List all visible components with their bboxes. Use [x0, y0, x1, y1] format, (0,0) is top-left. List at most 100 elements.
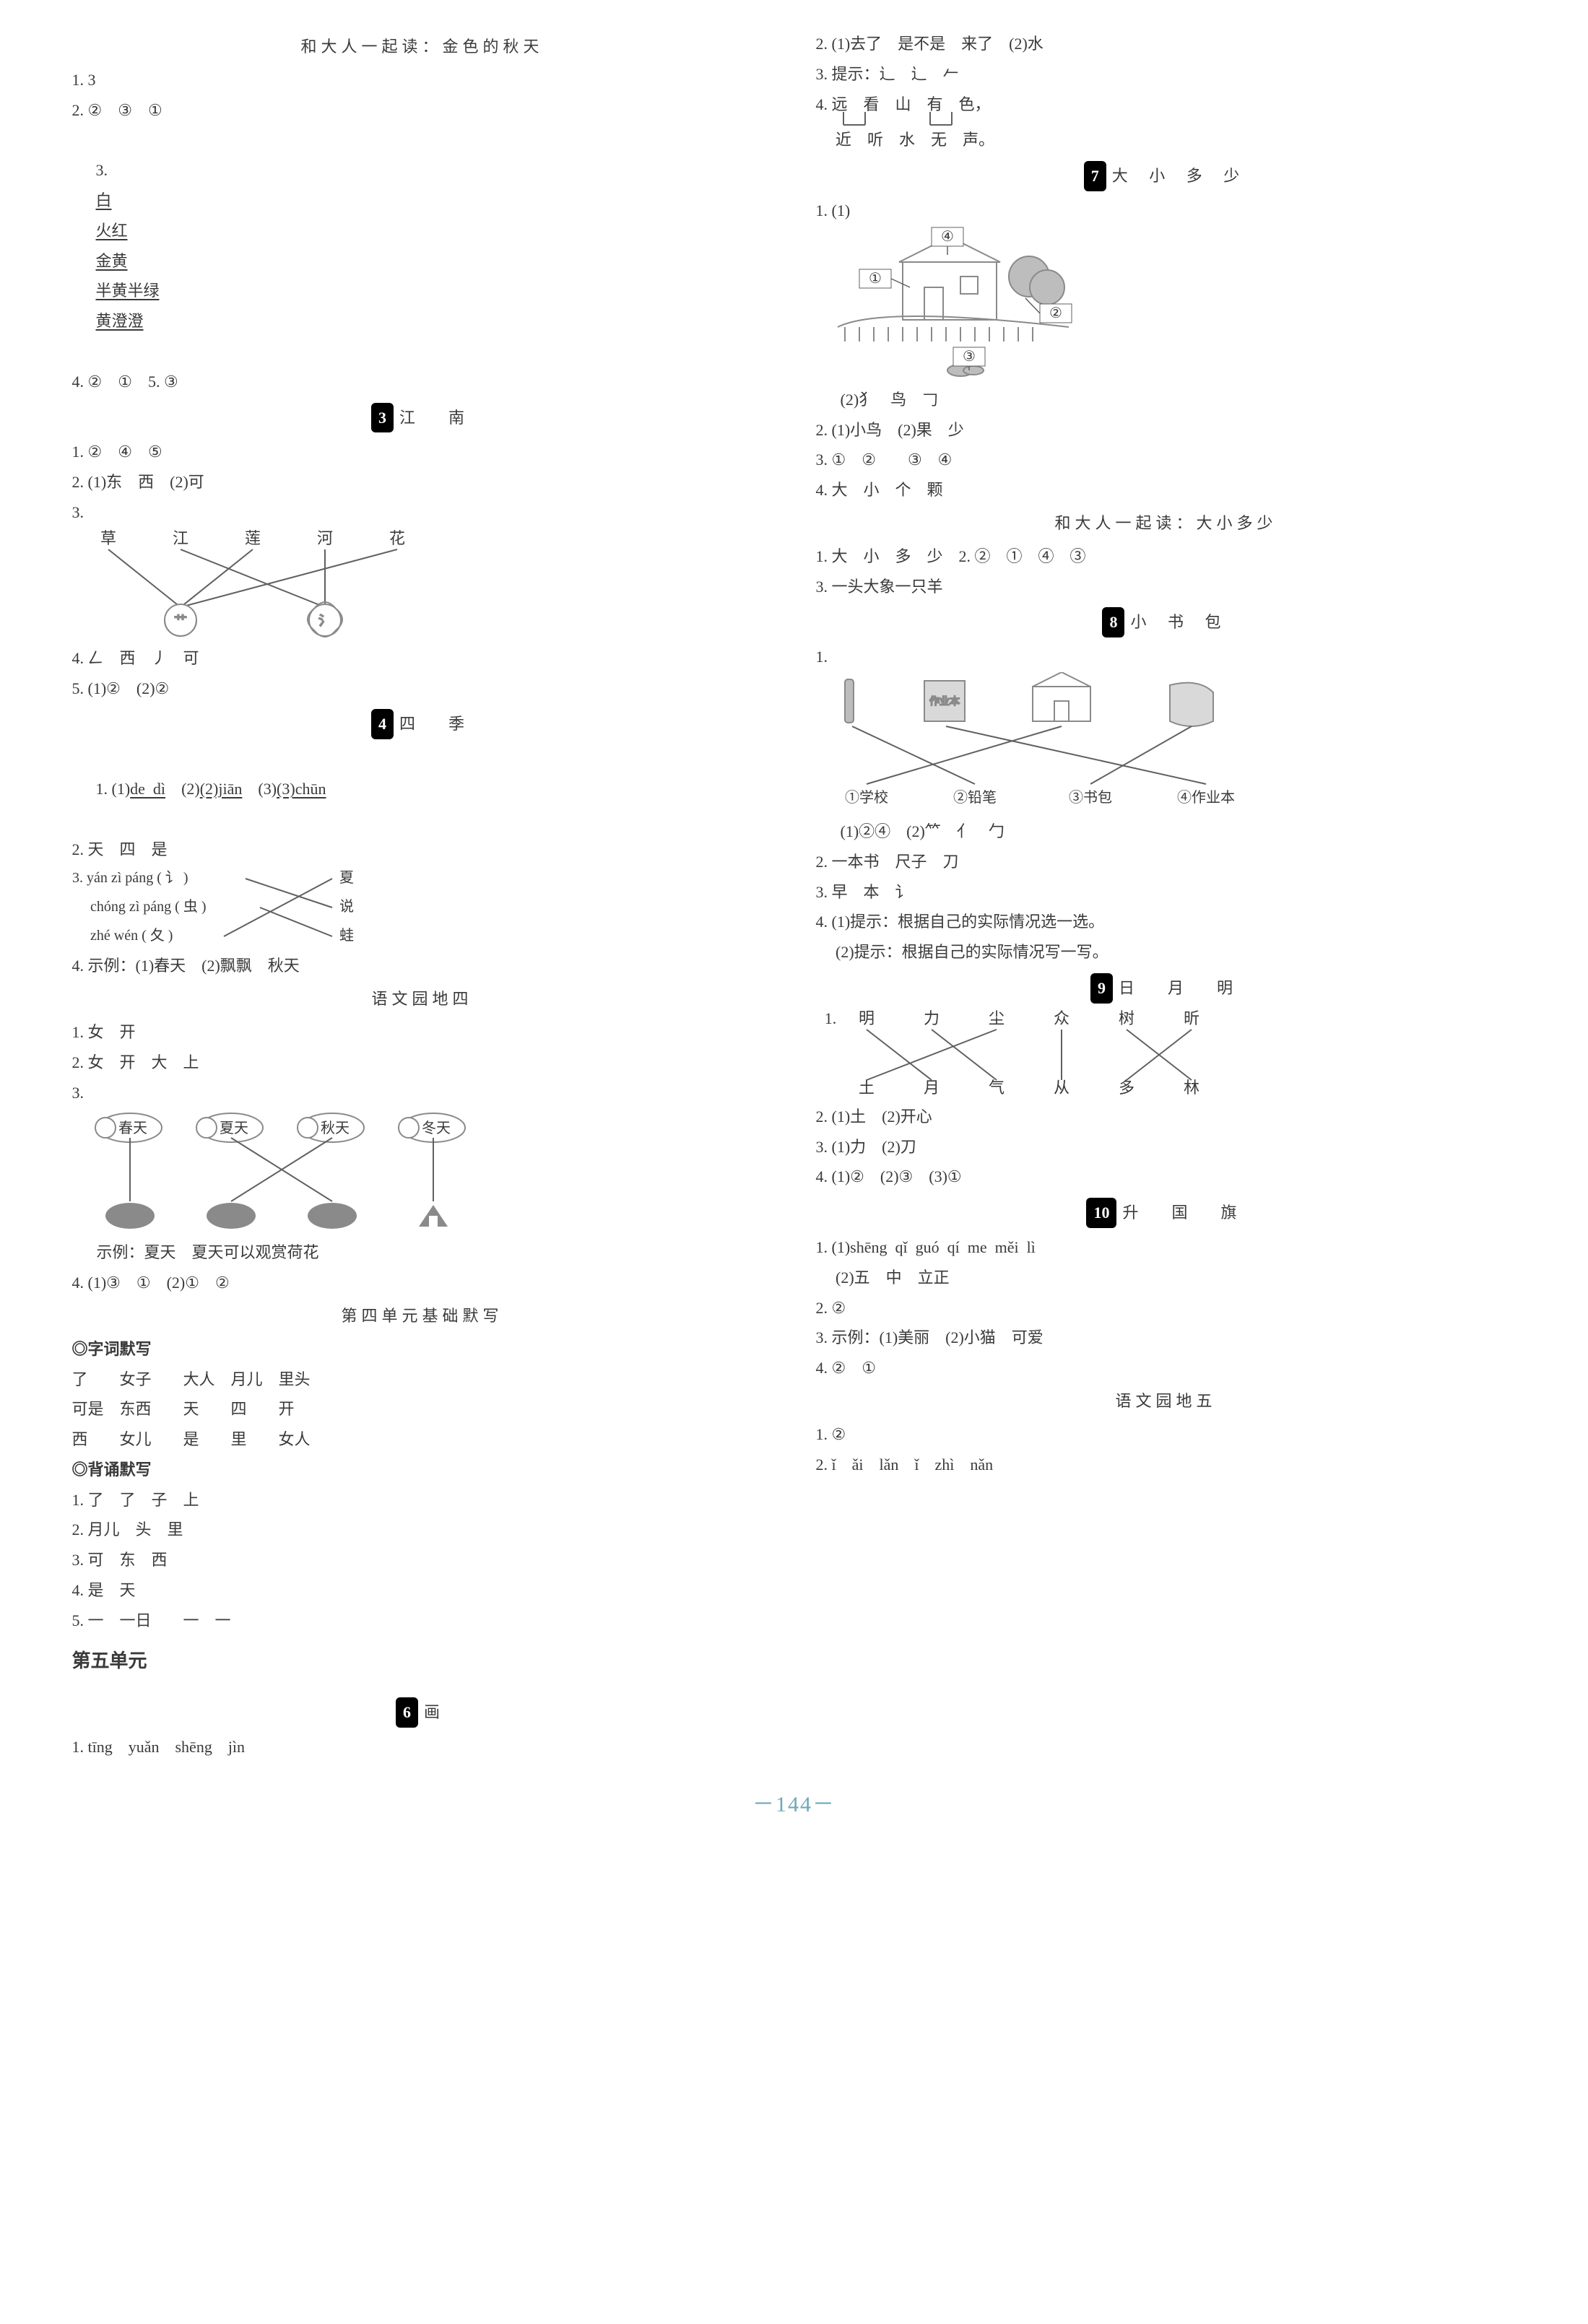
svg-text:从: 从 [1053, 1079, 1069, 1097]
poem-line: 近 听 水 无 声。 [816, 125, 1517, 155]
answer-line: 4. (1)提示：根据自己的实际情况选一选。 [816, 907, 1517, 937]
answer-line: 2. 天 四 是 [72, 835, 773, 865]
svg-text:①学校: ①学校 [845, 789, 888, 806]
seasons-match-diagram: 3. 春天 夏天 秋天 冬天 [72, 1078, 773, 1268]
svg-text:氵: 氵 [318, 614, 331, 628]
badge-icon: 6 [396, 1697, 418, 1728]
answer-line: 3. 一头大象一只羊 [816, 572, 1517, 602]
page-number: －144－ [43, 1784, 1545, 1825]
yuwen-4-title: 语文园地四 [72, 984, 773, 1014]
answer-line: 4. ② ① 5. ③ [72, 367, 773, 397]
answer-line: 4. 𠃋 西 丿 可 [72, 643, 773, 674]
match-top: 河 [316, 529, 332, 547]
answer-line: 2. (1)土 (2)开心 [816, 1102, 1517, 1132]
svg-text:蛙: 蛙 [339, 927, 354, 944]
section-6-title: 6画 [72, 1697, 773, 1728]
prefix: 1. (1) [96, 780, 131, 798]
svg-text:土: 土 [858, 1079, 874, 1097]
section-10-title: 10 升 国 旗 [816, 1198, 1517, 1228]
prefix: 1. [816, 648, 828, 666]
match-top: 花 [389, 529, 404, 547]
word-row: 可是 东西 天 四 开 [72, 1394, 773, 1424]
svg-text:月: 月 [923, 1079, 939, 1097]
svg-text:①: ① [869, 271, 882, 287]
svg-text:林: 林 [1183, 1079, 1199, 1097]
right-column: 2. (1)去了 是不是 来了 (2)水 3. 提示：辶 辶 𠂉 4. 远 看 … [816, 29, 1517, 1762]
answer-line: 4. (1)② (2)③ (3)① [816, 1162, 1517, 1192]
answer-line: 1. (1)de dì (2)(2)jiān (3)(3)chūn [72, 744, 773, 834]
section-name: 四 季 [399, 715, 473, 733]
match-top: 莲 [244, 529, 260, 547]
section-name: 江 南 [399, 409, 473, 427]
answer-line: 1. (1)shēng qǐ guó qí me měi lì [816, 1232, 1517, 1263]
subhead: ◎背诵默写 [72, 1455, 773, 1485]
answer-line: 1. tīng yuǎn shēng jìn [72, 1732, 773, 1762]
answer-line: 3. 白 火红 金黄 半黄半绿 黄澄澄 [72, 125, 773, 366]
match-top: 草 [100, 529, 116, 547]
underlined-word: 半黄半绿 [96, 282, 160, 300]
word-row: 西 女儿 是 里 女人 [72, 1424, 773, 1455]
left-column: 和大人一起读：金色的秋天 1. 3 2. ② ③ ① 3. 白 火红 金黄 半黄… [72, 29, 773, 1762]
svg-text:尘: 尘 [988, 1009, 1004, 1027]
svg-text:冬天: 冬天 [422, 1120, 451, 1136]
answer-line: 4. 大 小 个 颗 [816, 475, 1517, 505]
section-name: 画 [424, 1703, 448, 1721]
underlined-word: 黄澄澄 [96, 312, 144, 330]
matching-diagram-4: 3. yán zì páng ( 讠 ) chóng zì páng ( 虫 )… [72, 864, 773, 951]
svg-text:作业本: 作业本 [929, 696, 960, 708]
subhead: ◎字词默写 [72, 1334, 773, 1365]
section-name: 日 月 明 [1119, 979, 1241, 997]
answer-line: 2. 女 开 大 上 [72, 1048, 773, 1078]
match-diagram-8: 1. 作业本 ①学校 [816, 642, 1517, 817]
pinyin: de dì [130, 780, 165, 798]
word-row: 了 女子 大人 月儿 里头 [72, 1365, 773, 1395]
answer-line: 2. 一本书 尺子 刀 [816, 847, 1517, 877]
answer-line: 3. 可 东 西 [72, 1545, 773, 1575]
svg-text:气: 气 [988, 1079, 1004, 1097]
unit-5-head: 第五单元 [72, 1643, 773, 1679]
svg-text:说: 说 [339, 898, 354, 915]
scene-diagram-7: 1. (1) ④ [816, 196, 1517, 385]
underlined-word: 火红 [96, 222, 128, 240]
answer-line: 4. (1)③ ① (2)① ② [72, 1268, 773, 1298]
badge-icon: 4 [371, 709, 394, 739]
section-8-title: 8 小 书 包 [816, 607, 1517, 637]
section-4-title: 4 四 季 [72, 709, 773, 739]
svg-text:力: 力 [923, 1009, 939, 1027]
answer-line: (2)犭 鸟 𠃌 [816, 385, 1517, 415]
underlined-word: 白 [96, 191, 112, 209]
underlined-word: 金黄 [96, 252, 128, 270]
svg-text:④: ④ [941, 229, 954, 245]
answer-line: 2. ② ③ ① [72, 95, 773, 126]
match-top: 江 [172, 529, 188, 547]
svg-text:②: ② [1049, 305, 1062, 321]
svg-text:夏: 夏 [339, 870, 354, 886]
svg-text:艹: 艹 [174, 614, 187, 628]
answer-line: 2. ② [816, 1293, 1517, 1323]
svg-text:chóng zì páng ( 虫 ): chóng zì páng ( 虫 ) [72, 898, 207, 915]
answer-line: 4. ② ① [816, 1353, 1517, 1383]
section-name: 大 小 多 少 [1112, 167, 1249, 185]
section-name: 升 国 旗 [1122, 1204, 1245, 1222]
answer-line: 3. ① ② ③ ④ [816, 445, 1517, 475]
badge-icon: 3 [371, 403, 394, 433]
badge-icon: 10 [1086, 1198, 1116, 1228]
unit4-moxie-title: 第四单元基础默写 [72, 1301, 773, 1331]
answer-line: 1. 了 了 子 上 [72, 1485, 773, 1515]
answer-line: 3. 提示：辶 辶 𠂉 [816, 59, 1517, 90]
svg-text:②铅笔: ②铅笔 [953, 789, 997, 806]
prefix: 3. [72, 1084, 84, 1102]
answer-line: 3. 示例：(1)美丽 (2)小猫 可爱 [816, 1323, 1517, 1353]
badge-icon: 8 [1102, 607, 1124, 637]
svg-text:③: ③ [963, 349, 976, 365]
yuwen-5-title: 语文园地五 [816, 1386, 1517, 1416]
matching-diagram-3: 3. 草 江 莲 河 花 [72, 497, 773, 643]
reading-title-2: 和大人一起读：大小多少 [816, 508, 1517, 539]
answer-line: 3. (1)力 (2)刀 [816, 1132, 1517, 1162]
answer-line: 4. 示例：(1)春天 (2)飘飘 秋天 [72, 951, 773, 981]
answer-line: 1. 3 [72, 65, 773, 95]
badge-icon: 7 [1084, 161, 1106, 191]
prefix: 3. [96, 161, 112, 179]
section-name: 小 书 包 [1130, 613, 1229, 631]
badge-icon: 9 [1090, 973, 1113, 1004]
